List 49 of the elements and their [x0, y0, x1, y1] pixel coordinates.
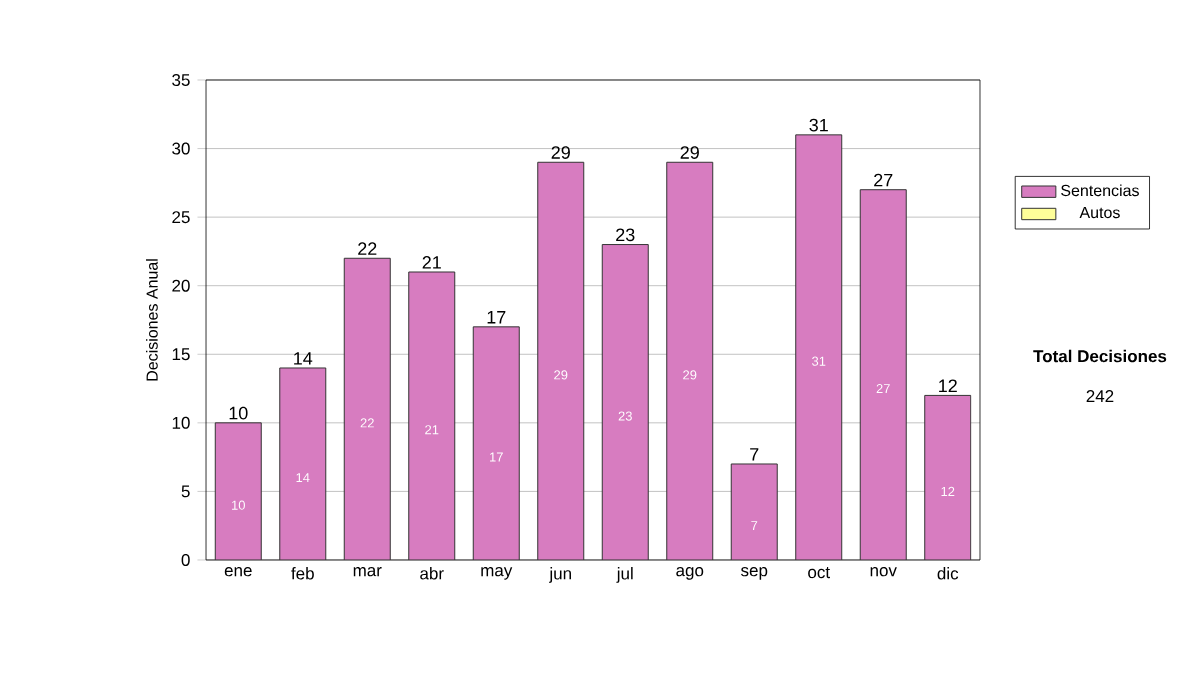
y-tick-label: 0 — [181, 553, 190, 566]
bar — [666, 162, 713, 560]
y-tick-label: 20 — [172, 279, 190, 292]
legend-label: Autos — [1079, 206, 1120, 219]
bar — [537, 162, 584, 560]
y-tick-label: 5 — [181, 485, 190, 498]
total-label: 14 — [294, 352, 313, 365]
x-tick-label: ene — [224, 567, 252, 577]
total-label: 17 — [487, 311, 506, 324]
total-label: 21 — [422, 256, 441, 269]
total-label: 12 — [939, 379, 957, 393]
bar — [215, 422, 262, 560]
bar — [408, 271, 455, 560]
x-tick-label: oct — [808, 567, 830, 579]
text: Total Decisiones — [1033, 349, 1167, 363]
total-label: 29 — [551, 146, 570, 159]
total-label: 22 — [358, 242, 377, 255]
x-tick-label: sep — [741, 567, 768, 580]
bar — [731, 463, 778, 560]
x-tick-label: jun — [549, 567, 571, 583]
x-tick-label: nov — [870, 567, 897, 577]
y-tick-label: 25 — [172, 211, 190, 224]
bar — [279, 367, 326, 560]
x-tick-label: feb — [291, 567, 314, 580]
y-tick-label: 35 — [172, 73, 190, 87]
total-label: 7 — [750, 448, 759, 461]
x-tick-label: abr — [420, 567, 444, 580]
x-tick-label: ago — [676, 567, 704, 580]
bar — [344, 258, 391, 560]
text: 242 — [1086, 390, 1114, 402]
x-tick-label: dic — [937, 567, 959, 580]
x-tick-label: may — [481, 567, 513, 580]
bar — [795, 134, 842, 560]
x-tick-label: mar — [353, 567, 382, 577]
y-axis-title: Decisiones Anual — [146, 259, 158, 381]
y-tick-label: 10 — [172, 416, 190, 429]
legend-label: Sentencias — [1061, 184, 1139, 197]
y-tick-label: 15 — [172, 348, 190, 361]
x-tick-label: jul — [616, 567, 633, 583]
bar — [924, 394, 972, 560]
total-label: 29 — [680, 146, 699, 159]
bar — [602, 244, 649, 560]
total-label: 23 — [616, 228, 635, 242]
y-tick-label: 30 — [172, 142, 190, 155]
bar — [860, 189, 907, 560]
bar — [473, 326, 520, 560]
total-label: 10 — [229, 406, 248, 420]
total-label: 31 — [809, 118, 828, 132]
total-label: 27 — [874, 173, 893, 187]
